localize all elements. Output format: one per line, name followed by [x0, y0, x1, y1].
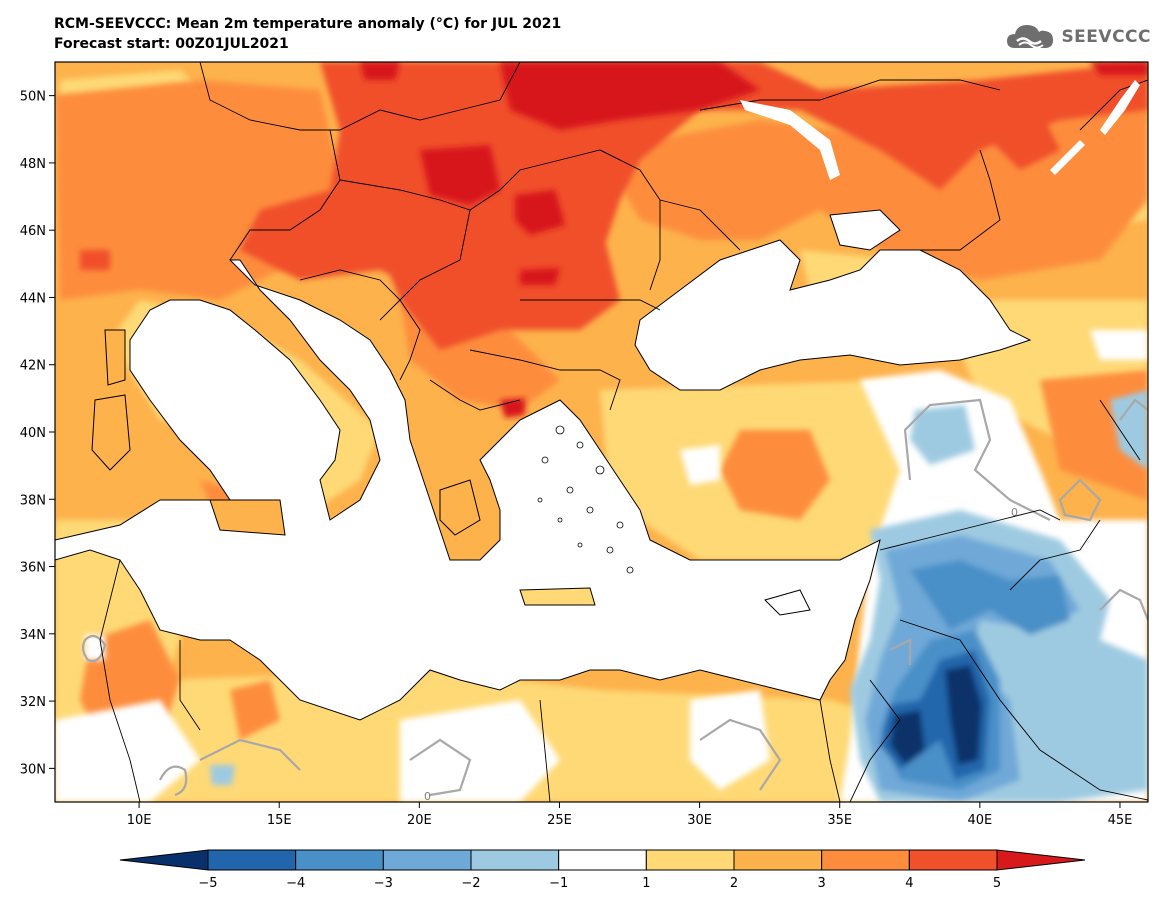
- lat-tick-label: 34N: [20, 628, 46, 643]
- colorbar-box: [382, 849, 472, 871]
- colorbar-box: [908, 849, 998, 871]
- colorbar-min-arrow: [119, 849, 209, 871]
- colorbar-label: 4: [905, 876, 913, 891]
- colorbar-box: [733, 849, 823, 871]
- lon-tick-label: 40E: [967, 813, 992, 828]
- lat-tick-label: 50N: [20, 90, 46, 105]
- colorbar-label: −5: [198, 876, 217, 891]
- seevccc-logo: SEEVCCC: [1005, 22, 1151, 52]
- map-title: RCM-SEEVCCC: Mean 2m temperature anomaly…: [54, 14, 561, 54]
- latitude-axis: 50N 48N 46N 44N 42N 40N 38N 36N 34N 32N 30N: [20, 90, 55, 777]
- lat-tick-label: 38N: [20, 493, 46, 508]
- lat-tick-label: 32N: [20, 695, 46, 710]
- lon-tick-label: 30E: [687, 813, 712, 828]
- anomaly-field: 0 0: [55, 62, 1148, 803]
- colorbar-box: [645, 849, 735, 871]
- colorbar: −5 −4 −3 −2 −1 1 2 3 4 5: [119, 849, 1086, 891]
- colorbar-label: 3: [818, 876, 826, 891]
- longitude-axis: 10E 15E 20E 25E 30E 35E 40E 45E: [127, 802, 1133, 828]
- contour-label: 0: [1011, 506, 1018, 519]
- colorbar-box: [207, 849, 297, 871]
- title-line-1: RCM-SEEVCCC: Mean 2m temperature anomaly…: [54, 16, 562, 32]
- lat-tick-label: 36N: [20, 561, 46, 576]
- colorbar-label: −4: [286, 876, 305, 891]
- colorbar-label: −1: [549, 876, 568, 891]
- colorbar-label: 5: [993, 876, 1001, 891]
- lat-tick-label: 42N: [20, 359, 46, 374]
- colorbar-max-arrow: [996, 849, 1086, 871]
- colorbar-label: 1: [642, 876, 650, 891]
- lon-tick-label: 10E: [127, 813, 152, 828]
- colorbar-label: −3: [374, 876, 393, 891]
- logo-text: SEEVCCC: [1061, 27, 1151, 47]
- lat-tick-label: 30N: [20, 762, 46, 777]
- title-line-2: Forecast start: 00Z01JUL2021: [54, 36, 289, 52]
- lat-tick-label: 48N: [20, 157, 46, 172]
- colorbar-box: [821, 849, 910, 871]
- colorbar-box: [558, 849, 647, 871]
- contour-label-2: 0: [424, 790, 431, 803]
- colorbar-label: −2: [461, 876, 480, 891]
- colorbar-label: 2: [730, 876, 738, 891]
- cloud-icon: [1007, 25, 1054, 49]
- lon-tick-label: 15E: [267, 813, 292, 828]
- lat-tick-label: 40N: [20, 426, 46, 441]
- lat-tick-label: 46N: [20, 224, 46, 239]
- colorbar-box: [295, 849, 384, 871]
- lon-tick-label: 25E: [547, 813, 572, 828]
- colorbar-box: [470, 849, 560, 871]
- lon-tick-label: 45E: [1108, 813, 1133, 828]
- lat-tick-label: 44N: [20, 291, 46, 306]
- lon-tick-label: 35E: [827, 813, 852, 828]
- lon-tick-label: 20E: [407, 813, 432, 828]
